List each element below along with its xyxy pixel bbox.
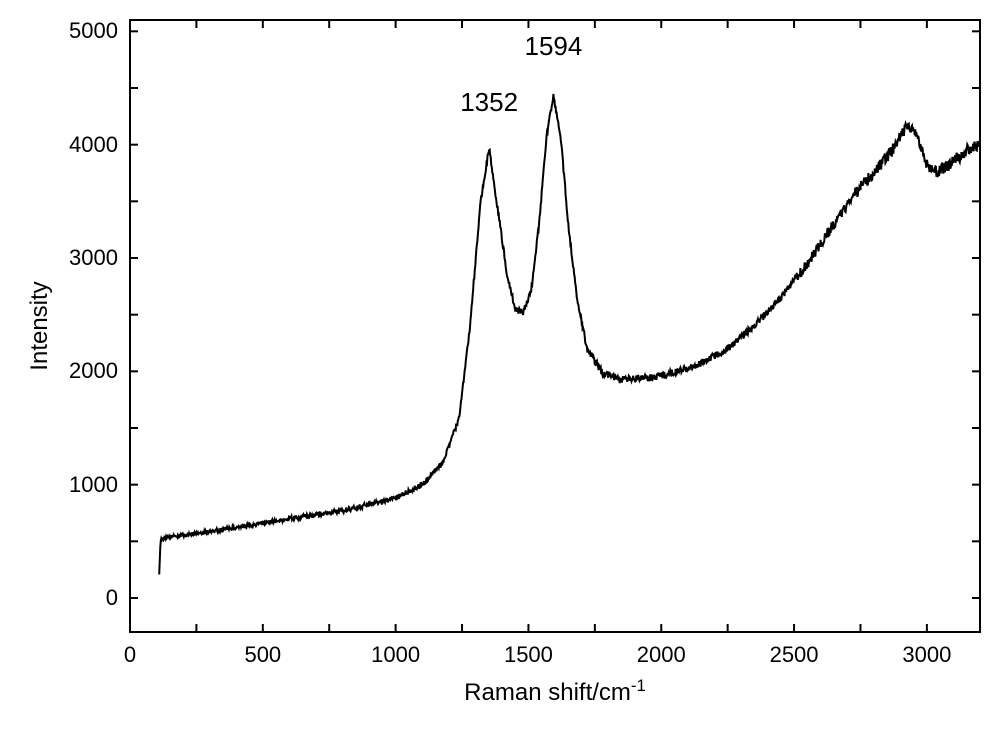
x-tick-label: 500 [244,642,281,668]
y-tick-label: 3000 [69,245,118,271]
y-tick-label: 0 [106,585,118,611]
raman-spectrum-figure: Intensity Raman shift/cm-1 0 500 1000 1500 2… [0,0,1000,732]
y-tick-label: 4000 [69,132,118,158]
y-axis-label: Intensity [26,281,54,370]
x-axis-label: Raman shift/cm-1 [464,676,646,707]
y-axis-label-text: Intensity [26,281,53,370]
peak-annotation: 1594 [524,31,582,62]
x-tick-label: 2500 [770,642,819,668]
y-tick-label: 2000 [69,358,118,384]
x-tick-label: 1000 [371,642,420,668]
y-tick-label: 5000 [69,18,118,44]
peak-annotation: 1352 [460,87,518,118]
x-tick-label: 3000 [902,642,951,668]
x-axis-label-super: -1 [631,676,646,695]
y-tick-label: 1000 [69,472,118,498]
x-tick-label: 1500 [504,642,553,668]
x-axis-label-text: Raman shift/cm [464,679,631,706]
x-tick-label: 0 [124,642,136,668]
x-tick-label: 2000 [637,642,686,668]
